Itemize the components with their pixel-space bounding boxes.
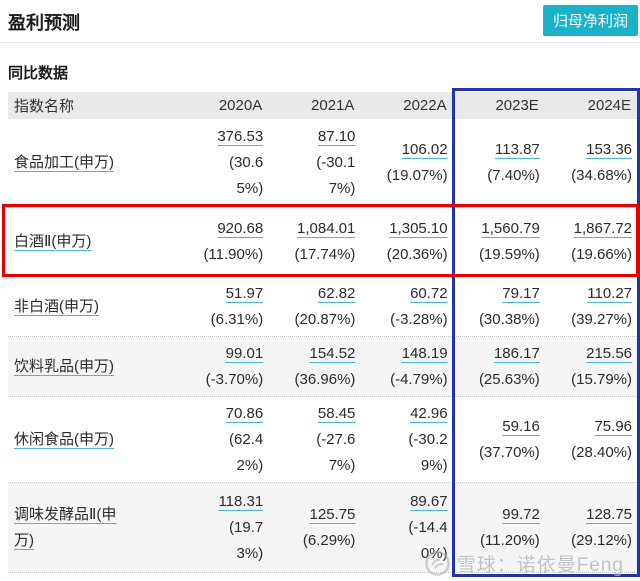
yoy-pct: (37.70%) <box>478 443 540 461</box>
yoy-pct: (20.87%) <box>294 310 356 328</box>
yoy-pct: (30.6 5%) <box>229 154 264 197</box>
index-link[interactable]: 休闲食品(申万) <box>14 430 114 448</box>
value-link[interactable]: 125.75 <box>309 505 356 523</box>
value-link[interactable]: 215.56 <box>586 344 633 362</box>
value-link[interactable]: 87.10 <box>317 128 356 145</box>
yoy-pct: (6.31%) <box>210 310 264 328</box>
table-row: 休闲食品(申万) 70.86 (62.4 2%) 58.45 (-27.6 7%) … <box>8 397 637 483</box>
table-row: 非白酒(申万) 51.97 (6.31%) 62.82 (20.87%) 60.72… <box>8 277 637 337</box>
yoy-pct: (-3.28%) <box>390 310 448 328</box>
column-header-2020a: 2020A <box>218 97 263 114</box>
yoy-pct: (-30.1 7%) <box>316 154 356 197</box>
watermark: 雪球：诺依曼Feng <box>424 550 624 577</box>
yoy-pct: (36.96%) <box>294 370 356 388</box>
value-link[interactable]: 42.96 <box>410 404 448 422</box>
forecast-table: 指数名称 2020A 2021A 2022A 2023E 2024E 食品加工(… <box>2 88 640 577</box>
xueqiu-logo-icon <box>424 551 450 576</box>
table-row: 调味发酵品Ⅱ(申 万) 118.31 (19.7 3%) 125.75 (6.29%… <box>8 483 637 573</box>
page-title: 盈利预测 <box>8 13 80 33</box>
yoy-pct: (11.90%) <box>203 246 264 263</box>
value-link[interactable]: 75.96 <box>594 417 633 435</box>
index-link[interactable]: 食品加工(申万) <box>14 154 114 171</box>
column-header-2023e: 2023E <box>495 97 539 114</box>
value-link[interactable]: 51.97 <box>225 284 264 302</box>
value-link[interactable]: 1,560.79 <box>481 220 540 237</box>
value-link[interactable]: 110.27 <box>587 284 633 302</box>
yoy-pct: (7.40%) <box>487 167 540 184</box>
yoy-pct: (11.20%) <box>480 531 540 549</box>
value-link[interactable]: 128.75 <box>586 505 633 523</box>
value-link[interactable]: 148.19 <box>401 344 448 362</box>
value-link[interactable]: 186.17 <box>493 344 540 362</box>
yoy-pct: (29.12%) <box>571 531 633 549</box>
index-link[interactable]: 白酒Ⅱ(申万) <box>14 233 92 250</box>
yoy-pct: (-30.2 9%) <box>408 430 448 474</box>
value-link[interactable]: 118.31 <box>218 492 264 510</box>
value-link[interactable]: 920.68 <box>217 220 264 237</box>
yoy-pct: (25.63%) <box>478 370 540 388</box>
yoy-pct: (-27.6 7%) <box>316 430 356 474</box>
value-link[interactable]: 62.82 <box>317 284 356 302</box>
yoy-pct: (39.27%) <box>571 310 633 328</box>
yoy-pct: (62.4 2%) <box>229 430 264 474</box>
yoy-pct: (34.68%) <box>571 167 633 184</box>
yoy-pct: (20.36%) <box>386 246 448 263</box>
value-link[interactable]: 89.67 <box>410 492 448 510</box>
yoy-pct: (19.07%) <box>386 167 448 184</box>
index-link[interactable]: 饮料乳品(申万) <box>14 357 114 375</box>
yoy-pct: (19.7 3%) <box>229 518 264 562</box>
yoy-pct: (15.79%) <box>571 370 633 388</box>
section-title: 同比数据 <box>8 65 69 82</box>
column-header-2021a: 2021A <box>311 97 355 114</box>
yoy-pct: (19.66%) <box>571 246 633 263</box>
table-row: 饮料乳品(申万) 99.01 (-3.70%) 154.52 (36.96%) 14… <box>8 337 637 397</box>
yoy-pct: (6.29%) <box>302 531 356 549</box>
net-profit-tab[interactable]: 归母净利润 <box>542 5 638 36</box>
index-link[interactable]: 非白酒(申万) <box>14 297 99 315</box>
value-link[interactable]: 99.72 <box>502 505 540 523</box>
value-link[interactable]: 113.87 <box>495 141 540 158</box>
watermark-text: 雪球：诺依曼Feng <box>456 555 624 576</box>
yoy-pct: (-4.79%) <box>390 370 448 388</box>
value-link[interactable]: 59.16 <box>502 417 540 435</box>
value-link[interactable]: 153.36 <box>586 141 633 158</box>
table-row-highlighted: 白酒Ⅱ(申万) 920.68 (11.90%) 1,084.01 (17.74%) … <box>8 208 637 277</box>
value-link[interactable]: 1,305.10 <box>389 220 448 237</box>
yoy-pct: (19.59%) <box>478 246 540 263</box>
table-header-row: 指数名称 2020A 2021A 2022A 2023E 2024E <box>8 92 637 119</box>
value-link[interactable]: 154.52 <box>309 344 356 362</box>
yoy-pct: (28.40%) <box>571 443 633 461</box>
yoy-pct: (17.74%) <box>294 246 356 263</box>
table-row: 食品加工(申万) 376.53 (30.6 5%) 87.10 (-30.1 7%)… <box>8 119 637 208</box>
column-header-2022a: 2022A <box>403 97 447 114</box>
panel-header: 盈利预测 归母净利润 <box>0 0 640 43</box>
value-link[interactable]: 106.02 <box>401 141 448 158</box>
yoy-pct: (30.38%) <box>478 310 540 328</box>
index-link[interactable]: 调味发酵品Ⅱ(申 万) <box>14 505 117 549</box>
yoy-pct: (-3.70%) <box>205 370 264 388</box>
value-link[interactable]: 1,867.72 <box>573 220 633 237</box>
value-link[interactable]: 1,084.01 <box>297 220 356 237</box>
value-link[interactable]: 58.45 <box>317 404 356 422</box>
column-header-name: 指数名称 <box>14 98 75 115</box>
value-link[interactable]: 70.86 <box>225 404 264 422</box>
value-link[interactable]: 376.53 <box>217 128 264 145</box>
column-header-2024e: 2024E <box>587 97 632 114</box>
value-link[interactable]: 99.01 <box>225 344 264 362</box>
value-link[interactable]: 79.17 <box>502 284 540 302</box>
value-link[interactable]: 60.72 <box>410 284 448 302</box>
